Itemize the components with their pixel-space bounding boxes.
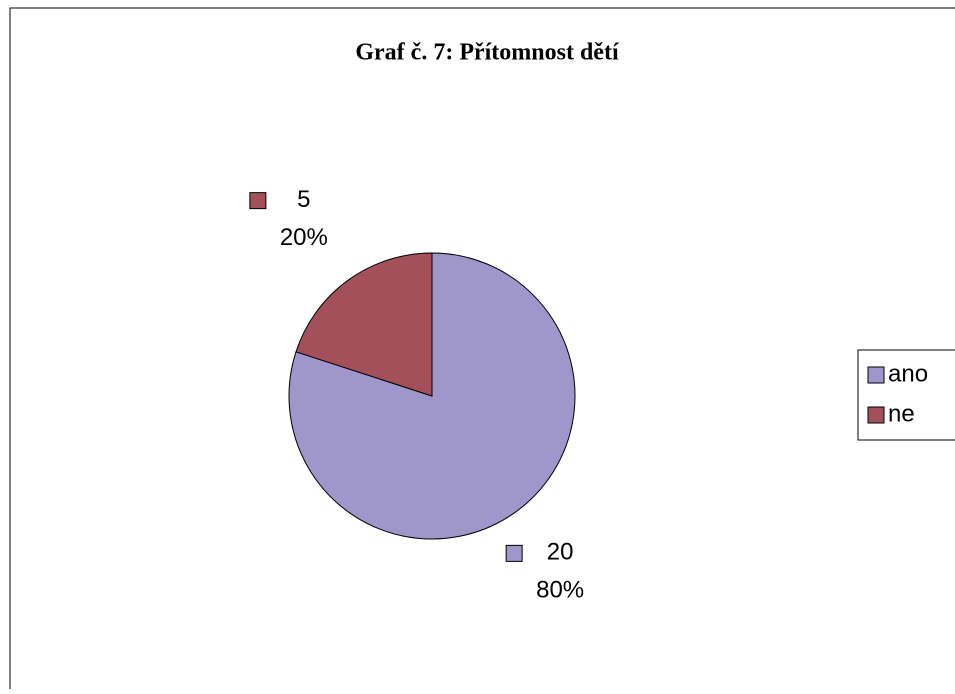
pie-slice (295, 252, 433, 397)
data-label: 5 (297, 186, 310, 213)
label-swatch (249, 192, 267, 210)
percent-label: 80% (536, 577, 584, 604)
data-label: 20 (547, 539, 574, 566)
percent-label: 20% (280, 224, 328, 251)
chart-title: Graf č. 7: Přítomnost dětí (355, 40, 619, 66)
legend-swatch (867, 406, 885, 424)
legend-box (857, 349, 955, 441)
label-swatch (505, 544, 523, 562)
legend-label: ne (888, 400, 915, 427)
legend-label: ano (888, 360, 928, 387)
legend-swatch (867, 366, 885, 384)
